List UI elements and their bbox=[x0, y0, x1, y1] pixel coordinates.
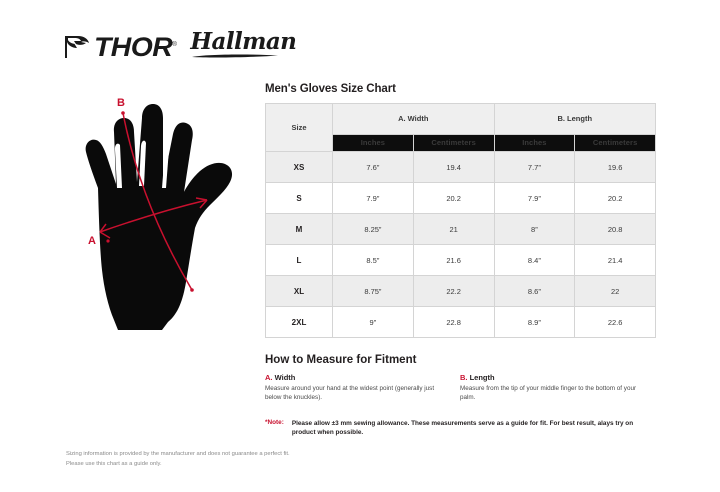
cell-size: 2XL bbox=[265, 306, 333, 338]
size-chart-panel: Men's Gloves Size Chart Size A. Width B.… bbox=[265, 83, 656, 438]
measure-length-text: Measure from the tip of your middle fing… bbox=[460, 385, 637, 402]
cell-width-centimeters: 21.6 bbox=[412, 244, 495, 276]
thor-wordmark: THOR® bbox=[94, 31, 177, 62]
cell-length-inches: 7.9” bbox=[493, 182, 576, 214]
table-row: XL 8.75” 22.2 8.6” 22 bbox=[265, 275, 656, 307]
measure-width-text: Measure around your hand at the widest p… bbox=[265, 385, 435, 402]
table-row: L 8.5” 21.6 8.4” 21.4 bbox=[265, 244, 656, 276]
hallman-wordmark: Hallman bbox=[190, 28, 297, 55]
table-header: Size A. Width B. Length Inches Centimete… bbox=[265, 103, 656, 153]
cell-size: M bbox=[265, 213, 333, 245]
figure-label-a: A bbox=[88, 235, 96, 247]
note-text: Please allow ±3 mm sewing allowance. The… bbox=[291, 419, 634, 437]
cell-length-inches: 8.4” bbox=[493, 244, 576, 276]
hand-measurement-diagram: A B bbox=[85, 97, 233, 330]
measure-width-block: A. Width Measure around your hand at the… bbox=[265, 373, 460, 403]
measure-length-letter: B. bbox=[460, 373, 468, 382]
cell-length-inches: 7.7” bbox=[493, 151, 576, 183]
thor-logo: THOR® bbox=[62, 32, 177, 62]
column-header-width-centimeters: Centimeters bbox=[412, 133, 495, 153]
footer-disclaimer: Sizing information is provided by the ma… bbox=[66, 450, 290, 470]
table-body: XS 7.6” 19.4 7.7” 19.6 S 7.9” 20.2 7.9” … bbox=[265, 151, 656, 338]
cell-length-inches: 8.9” bbox=[493, 306, 576, 338]
cell-width-inches: 8.25” bbox=[332, 213, 414, 245]
cell-length-centimeters: 22.6 bbox=[574, 306, 656, 338]
thor-hawk-icon bbox=[65, 36, 89, 58]
column-header-length-centimeters: Centimeters bbox=[574, 133, 656, 153]
cell-width-centimeters: 19.4 bbox=[412, 151, 495, 183]
measure-width-name: Width bbox=[274, 373, 296, 382]
measure-length-block: B. Length Measure from the tip of your m… bbox=[460, 373, 655, 403]
table-row: S 7.9” 20.2 7.9” 20.2 bbox=[265, 182, 656, 214]
column-group-header-width: A. Width bbox=[332, 103, 495, 135]
measure-width-heading: A. Width bbox=[265, 373, 450, 382]
cell-width-inches: 9” bbox=[332, 306, 414, 338]
cell-size: S bbox=[265, 182, 333, 214]
note-block: *Note: Please allow ±3 mm sewing allowan… bbox=[265, 419, 656, 438]
brand-logo-bar: THOR® Hallman bbox=[62, 28, 297, 64]
cell-size: XS bbox=[265, 151, 333, 183]
cell-length-centimeters: 19.6 bbox=[574, 151, 656, 183]
footer-line-1: Sizing information is provided by the ma… bbox=[66, 451, 290, 457]
table-header-row-units: Inches Centimeters Inches Centimeters bbox=[266, 133, 656, 153]
cell-length-centimeters: 20.2 bbox=[574, 182, 656, 214]
column-group-header-length: B. Length bbox=[493, 103, 656, 135]
cell-length-inches: 8” bbox=[493, 213, 576, 245]
cell-width-centimeters: 22.2 bbox=[412, 275, 495, 307]
footer-line-2: Please use this chart as a guide only. bbox=[66, 460, 162, 467]
column-header-size: Size bbox=[265, 103, 333, 152]
hallman-underline-swash-icon bbox=[192, 54, 279, 58]
measure-width-letter: A. bbox=[265, 373, 273, 382]
cell-width-centimeters: 21 bbox=[412, 213, 495, 245]
page-title: Men's Gloves Size Chart bbox=[265, 83, 396, 95]
table-row: M 8.25” 21 8” 20.8 bbox=[265, 213, 656, 245]
thor-trademark-symbol: ® bbox=[172, 41, 177, 48]
cell-width-inches: 7.6” bbox=[332, 151, 414, 183]
measure-length-name: Length bbox=[469, 373, 495, 382]
how-to-measure-columns: A. Width Measure around your hand at the… bbox=[265, 373, 656, 403]
column-header-width-inches: Inches bbox=[332, 133, 414, 153]
figure-label-b: B bbox=[117, 97, 125, 109]
cell-width-inches: 8.5” bbox=[332, 244, 414, 276]
cell-size: XL bbox=[265, 275, 333, 307]
hallman-logo: Hallman bbox=[190, 28, 297, 64]
cell-width-centimeters: 22.8 bbox=[412, 306, 495, 338]
cell-width-centimeters: 20.2 bbox=[412, 182, 495, 214]
note-label: *Note: bbox=[265, 418, 284, 426]
size-chart-table: Size A. Width B. Length Inches Centimete… bbox=[265, 103, 656, 338]
cell-size: L bbox=[265, 244, 333, 276]
thor-wordmark-text: THOR bbox=[94, 31, 173, 62]
column-header-length-inches: Inches bbox=[493, 133, 576, 153]
cell-length-centimeters: 20.8 bbox=[574, 213, 656, 245]
cell-width-inches: 8.75” bbox=[332, 275, 414, 307]
table-row: 2XL 9” 22.8 8.9” 22.6 bbox=[265, 306, 656, 338]
cell-length-centimeters: 22 bbox=[574, 275, 656, 307]
measure-length-heading: B. Length bbox=[460, 373, 645, 382]
cell-length-inches: 8.6” bbox=[493, 275, 576, 307]
cell-width-inches: 7.9” bbox=[332, 182, 414, 214]
table-row: XS 7.6” 19.4 7.7” 19.6 bbox=[265, 151, 656, 183]
cell-length-centimeters: 21.4 bbox=[574, 244, 656, 276]
table-header-row-groups: Size A. Width B. Length bbox=[265, 103, 656, 152]
how-to-measure-title: How to Measure for Fitment bbox=[265, 354, 417, 366]
